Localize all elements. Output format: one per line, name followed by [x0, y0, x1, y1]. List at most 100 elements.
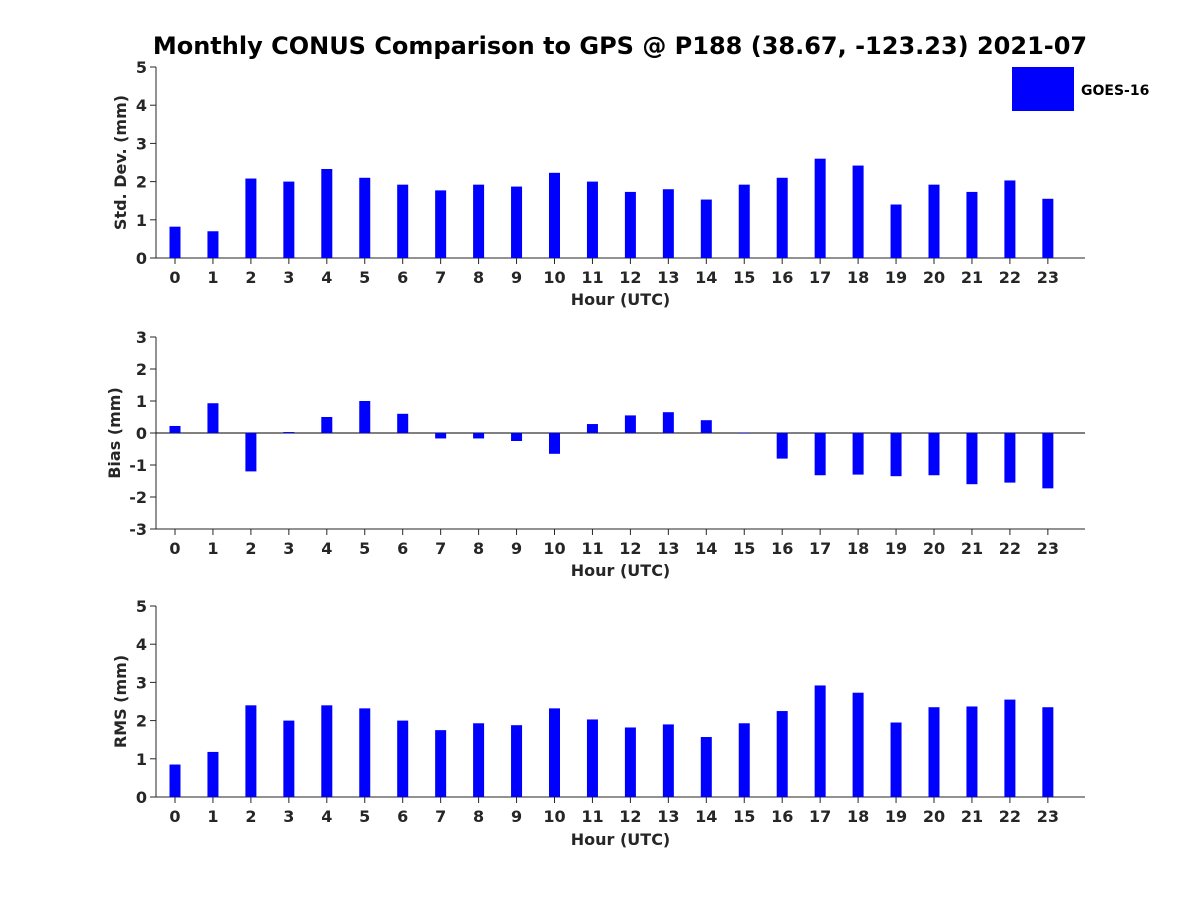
bar — [1004, 180, 1016, 258]
x-tick-label: 13 — [657, 807, 679, 826]
x-tick-label: 0 — [169, 807, 180, 826]
x-tick-label: 1 — [207, 539, 218, 558]
x-tick-label: 17 — [809, 539, 831, 558]
y-axis-label: Bias (mm) — [105, 387, 124, 479]
bar — [1042, 433, 1054, 489]
x-tick-label: 8 — [473, 268, 484, 287]
y-tick-label: 2 — [136, 360, 147, 379]
bar — [549, 172, 560, 258]
legend-label: GOES-16 — [1081, 83, 1149, 99]
chart-title: Monthly CONUS Comparison to GPS @ P188 (… — [153, 32, 1087, 60]
x-tick-label: 5 — [359, 539, 370, 558]
bar — [321, 417, 333, 433]
x-tick-label: 0 — [169, 268, 180, 287]
x-tick-label: 10 — [543, 539, 565, 558]
x-tick-label: 19 — [885, 807, 907, 826]
bar — [776, 433, 788, 459]
x-tick-label: 4 — [321, 539, 332, 558]
x-tick-label: 8 — [473, 539, 484, 558]
bar — [928, 184, 940, 258]
x-tick-label: 18 — [847, 539, 869, 558]
bar — [890, 204, 902, 258]
y-tick-label: -2 — [129, 488, 147, 507]
x-tick-label: 13 — [657, 268, 679, 287]
bar — [169, 764, 181, 797]
bar — [700, 737, 712, 797]
y-tick-label: 4 — [136, 96, 147, 115]
x-tick-label: 9 — [511, 807, 522, 826]
y-axis-label: RMS (mm) — [111, 655, 130, 748]
bar — [890, 722, 902, 797]
x-tick-label: 4 — [321, 268, 332, 287]
y-axis-label: Std. Dev. (mm) — [111, 95, 130, 230]
x-tick-label: 12 — [619, 807, 641, 826]
bar — [852, 692, 864, 797]
bar — [586, 181, 598, 258]
x-tick-label: 11 — [581, 807, 603, 826]
bar — [207, 403, 219, 433]
x-tick-label: 21 — [961, 539, 983, 558]
bar — [662, 189, 674, 258]
bar — [776, 711, 788, 797]
y-tick-label: 2 — [136, 712, 147, 731]
bar — [586, 719, 598, 797]
bar — [397, 720, 409, 797]
x-tick-label: 19 — [885, 539, 907, 558]
x-tick-label: 2 — [245, 539, 256, 558]
x-tick-label: 23 — [1037, 539, 1059, 558]
bar — [169, 226, 181, 258]
x-tick-label: 21 — [961, 268, 983, 287]
bar — [890, 433, 902, 477]
x-tick-label: 22 — [999, 539, 1021, 558]
y-tick-label: 5 — [136, 597, 147, 616]
bar — [359, 177, 371, 258]
x-tick-label: 17 — [809, 268, 831, 287]
x-tick-label: 6 — [397, 268, 408, 287]
x-tick-label: 23 — [1037, 807, 1059, 826]
x-tick-label: 4 — [321, 807, 332, 826]
y-tick-label: -1 — [129, 456, 147, 475]
bar — [207, 751, 219, 797]
x-tick-label: 22 — [999, 268, 1021, 287]
x-tick-label: 6 — [397, 539, 408, 558]
bar — [511, 433, 523, 441]
x-tick-label: 3 — [283, 807, 294, 826]
x-tick-label: 9 — [511, 539, 522, 558]
x-tick-label: 16 — [771, 539, 793, 558]
x-tick-label: 3 — [283, 268, 294, 287]
x-tick-label: 23 — [1037, 268, 1059, 287]
x-tick-label: 2 — [245, 807, 256, 826]
x-tick-label: 12 — [619, 268, 641, 287]
x-tick-label: 7 — [435, 539, 446, 558]
x-tick-label: 15 — [733, 539, 755, 558]
x-tick-label: 14 — [695, 539, 717, 558]
x-tick-label: 17 — [809, 807, 831, 826]
x-tick-label: 16 — [771, 268, 793, 287]
bar — [1004, 699, 1016, 797]
x-tick-label: 20 — [923, 268, 945, 287]
x-tick-label: 7 — [435, 807, 446, 826]
x-tick-label: 22 — [999, 807, 1021, 826]
y-tick-label: 1 — [136, 750, 147, 769]
bar — [473, 433, 485, 439]
bar — [928, 433, 940, 476]
x-tick-label: 10 — [543, 807, 565, 826]
bar — [435, 730, 447, 797]
bar — [738, 723, 750, 797]
bar — [814, 685, 826, 797]
bar — [776, 177, 788, 258]
x-tick-label: 8 — [473, 807, 484, 826]
bar — [1042, 198, 1054, 258]
bar — [169, 425, 181, 433]
y-tick-label: 1 — [136, 392, 147, 411]
bar — [624, 415, 636, 433]
bar — [700, 199, 712, 258]
x-tick-label: 20 — [923, 807, 945, 826]
bar — [321, 168, 333, 258]
x-tick-label: 14 — [695, 807, 717, 826]
bar — [397, 184, 409, 258]
x-tick-label: 13 — [657, 539, 679, 558]
